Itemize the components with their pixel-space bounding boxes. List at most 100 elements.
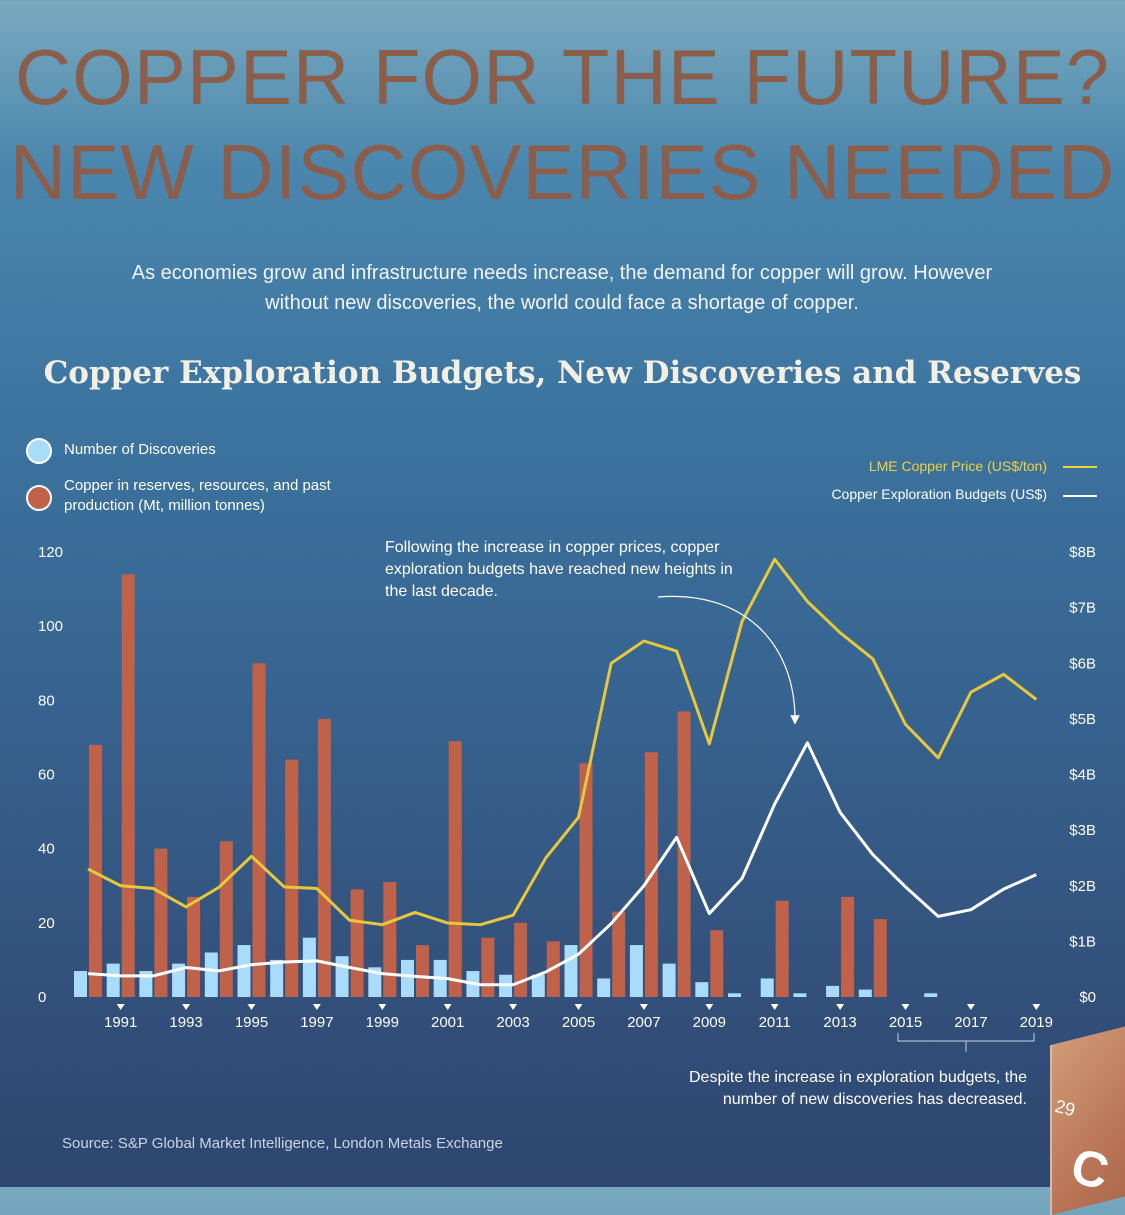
x-tick-marker <box>312 1004 321 1010</box>
bar-reserves <box>219 841 233 997</box>
x-tick-marker <box>1032 1004 1041 1010</box>
legend-discoveries-swatch <box>26 438 52 464</box>
x-axis-tick-label: 1997 <box>300 1014 333 1031</box>
bar-discoveries <box>826 985 840 997</box>
x-axis-tick-label: 1993 <box>169 1014 202 1031</box>
x-axis-tick-label: 2007 <box>627 1014 660 1031</box>
bar-discoveries <box>597 978 611 997</box>
bar-reserves <box>612 911 626 997</box>
bar-discoveries <box>858 989 872 997</box>
bracket-2015-2019 <box>897 1033 1035 1052</box>
x-tick-marker <box>966 1004 975 1010</box>
source-text: Source: S&P Global Market Intelligence, … <box>62 1135 503 1152</box>
x-tick-marker <box>443 1004 452 1010</box>
x-axis-tick-label: 2003 <box>496 1014 529 1031</box>
x-axis-tick-label: 1991 <box>104 1014 137 1031</box>
bar-discoveries <box>368 967 382 997</box>
bar-discoveries <box>139 971 153 997</box>
bar-reserves <box>317 718 331 997</box>
x-axis-tick-label: 2019 <box>1020 1014 1053 1031</box>
bar-discoveries <box>629 945 643 997</box>
bar-reserves <box>252 663 266 997</box>
left-axis-tick-label: 0 <box>38 989 46 1006</box>
bar-reserves <box>89 744 102 997</box>
bar-reserves <box>873 919 887 997</box>
x-tick-marker <box>639 1004 648 1010</box>
right-axis-tick-label: $6B <box>1069 655 1096 672</box>
bar-reserves <box>710 930 724 997</box>
x-axis-tick-label: 1999 <box>366 1014 399 1031</box>
bar-reserves <box>775 900 789 997</box>
bar-reserves <box>187 896 201 997</box>
page-title-line2: NEW DISCOVERIES NEEDED <box>9 128 1116 216</box>
bar-reserves <box>416 945 429 997</box>
x-axis-tick-label: 2011 <box>759 1014 791 1031</box>
bar-discoveries <box>106 963 120 997</box>
bar-reserves <box>448 741 462 997</box>
x-axis-tick-label: 2013 <box>823 1014 856 1031</box>
bar-discoveries <box>695 982 709 997</box>
bar-discoveries <box>760 978 774 997</box>
bar-discoveries <box>793 993 807 997</box>
bar-reserves <box>154 848 168 997</box>
bar-reserves <box>350 889 364 997</box>
bar-reserves <box>579 763 593 997</box>
left-axis-tick-label: 20 <box>38 915 55 932</box>
bar-discoveries <box>564 945 578 997</box>
combo-chart: 0 20 40 60 80 100 120 $0 $1B $2B $3B $4B $5B $6B $7B $8… <box>38 544 1096 1052</box>
bar-reserves <box>383 882 397 997</box>
x-tick-marker <box>116 1004 125 1010</box>
bar-reserves <box>841 896 855 997</box>
bar-discoveries <box>728 993 741 997</box>
left-axis-tick-label: 60 <box>38 767 55 784</box>
bar-discoveries <box>172 963 186 997</box>
x-axis-tick-label: 2009 <box>693 1014 726 1031</box>
legend-price-label: LME Copper Price (US$/ton) <box>868 458 1047 474</box>
left-axis-tick-label: 100 <box>38 618 63 635</box>
legend-price-line <box>1063 466 1097 468</box>
bar-discoveries <box>270 959 284 997</box>
right-axis-tick-label: $8B <box>1069 544 1096 561</box>
legend-reserves-swatch <box>26 485 52 511</box>
right-axis-tick-label: $1B <box>1069 933 1096 950</box>
x-axis-tick-label: 2001 <box>431 1014 464 1031</box>
legend-budgets-label: Copper Exploration Budgets (US$) <box>831 486 1047 502</box>
bar-reserves <box>514 922 528 997</box>
legend-budgets-line <box>1063 495 1097 497</box>
x-tick-marker <box>247 1004 256 1010</box>
bar-discoveries <box>204 952 218 997</box>
right-axis-tick-label: $2B <box>1069 878 1096 895</box>
left-axis-tick-label: 120 <box>38 544 63 561</box>
x-tick-marker <box>378 1004 387 1010</box>
right-axis-tick-label: $4B <box>1069 767 1096 784</box>
annotation-discoveries: Despite the increase in exploration budg… <box>689 1069 1027 1108</box>
bar-reserves <box>481 937 495 997</box>
x-axis-tick-label: 2015 <box>889 1014 922 1031</box>
bar-discoveries <box>74 971 87 997</box>
right-axis-tick-label: $5B <box>1069 711 1096 728</box>
legend-discoveries-label: Number of Discoveries <box>64 441 216 458</box>
chart-title: Copper Exploration Budgets, New Discover… <box>43 355 1082 391</box>
bar-discoveries <box>302 937 316 997</box>
x-axis-tick-label: 2005 <box>562 1014 595 1031</box>
bar-discoveries <box>924 993 938 997</box>
bar-discoveries <box>531 974 545 997</box>
bar-discoveries <box>335 956 349 997</box>
x-tick-marker <box>182 1004 191 1010</box>
bar-reserves <box>121 574 135 997</box>
legend-reserves-label: Copper in reserves, resources, and past … <box>64 477 331 514</box>
page-title-line1: COPPER FOR THE FUTURE? <box>14 33 1111 121</box>
x-axis-tick-label: 1995 <box>235 1014 268 1031</box>
x-tick-marker <box>770 1004 779 1010</box>
right-axis-tick-label: $0 <box>1079 989 1096 1006</box>
right-axis-tick-label: $3B <box>1069 822 1096 839</box>
x-tick-marker <box>574 1004 583 1010</box>
left-axis-tick-label: 80 <box>38 692 55 709</box>
line-copper-price <box>87 557 1038 927</box>
x-tick-marker <box>509 1004 518 1010</box>
x-tick-marker <box>705 1004 714 1010</box>
annotation-exploration: Following the increase in copper prices,… <box>385 539 733 600</box>
line-exploration-budgets <box>87 741 1037 987</box>
x-axis-tick-label: 2017 <box>954 1014 987 1031</box>
x-tick-marker <box>836 1004 845 1010</box>
